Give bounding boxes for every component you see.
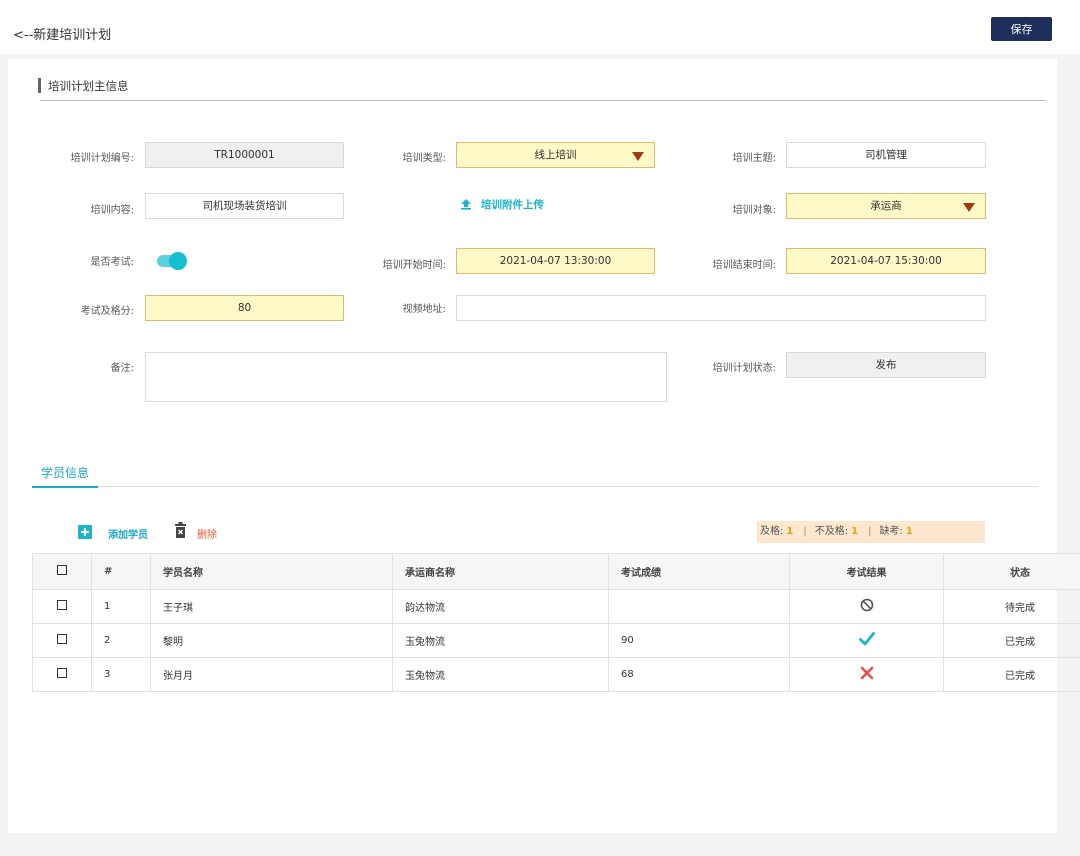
delete-button[interactable]: 删除 (197, 530, 217, 541)
row-checkbox[interactable] (57, 600, 67, 610)
pass-count-label: 及格: (760, 526, 784, 537)
training-topic-input[interactable]: 司机管理 (786, 142, 986, 168)
training-target-label: 培训对象: (732, 205, 776, 216)
col-header-no: # (91, 553, 151, 590)
exam-score (608, 589, 790, 624)
tab-divider (32, 486, 1038, 487)
exam-score: 68 (608, 657, 790, 692)
trash-icon[interactable] (174, 522, 187, 538)
row-no: 1 (91, 589, 151, 624)
remark-label: 备注: (110, 363, 134, 374)
training-type-select[interactable]: 线上培训 (456, 142, 655, 168)
upload-icon (461, 199, 471, 210)
row-checkbox[interactable] (57, 634, 67, 644)
main-card (8, 59, 1057, 833)
training-target-value: 承运商 (870, 200, 902, 212)
plan-status-field: 发布 (786, 352, 986, 378)
exam-result (789, 623, 944, 658)
plan-no-label: 培训计划编号: (70, 153, 134, 164)
col-header-name: 学员名称 (150, 553, 393, 590)
video-url-label: 视频地址: (402, 304, 446, 315)
start-time-label: 培训开始时间: (382, 260, 446, 271)
student-name: 王子琪 (150, 589, 393, 624)
row-no: 3 (91, 657, 151, 692)
remark-textarea[interactable] (145, 352, 667, 402)
row-status: 已完成 (943, 623, 1080, 658)
row-no: 2 (91, 623, 151, 658)
training-content-input[interactable]: 司机现场装货培训 (145, 193, 344, 219)
section-marker (38, 78, 41, 93)
student-name: 张月月 (150, 657, 393, 692)
col-header-carrier: 承运商名称 (392, 553, 609, 590)
absent-count: 1 (905, 526, 913, 537)
back-page-title[interactable]: <--新建培训计划 (13, 28, 112, 43)
add-icon[interactable] (78, 525, 92, 539)
exam-toggle-label: 是否考试: (90, 257, 134, 268)
student-name: 黎明 (150, 623, 393, 658)
fail-count: 1 (851, 526, 859, 537)
exam-score: 90 (608, 623, 790, 658)
exam-stats-bar: 及格: 1 | 不及格: 1 | 缺考: 1 (757, 521, 985, 543)
training-type-value: 线上培训 (534, 149, 577, 161)
table-header-row: # 学员名称 承运商名称 考试成绩 考试结果 状态 (32, 553, 1080, 590)
carrier-name: 韵达物流 (392, 589, 609, 624)
student-table: # 学员名称 承运商名称 考试成绩 考试结果 状态 1 王子琪 韵达物流 待完成 (32, 553, 1080, 692)
start-time-input[interactable]: 2021-04-07 13:30:00 (456, 248, 655, 274)
select-all-checkbox[interactable] (57, 565, 67, 575)
top-bar: <--新建培训计划 保存 (0, 0, 1080, 54)
end-time-input[interactable]: 2021-04-07 15:30:00 (786, 248, 986, 274)
row-status: 已完成 (943, 657, 1080, 692)
training-content-label: 培训内容: (90, 205, 134, 216)
not-taken-icon (860, 598, 873, 612)
dropdown-arrow-icon (632, 152, 644, 161)
table-row[interactable]: 3 张月月 玉兔物流 68 已完成 (32, 657, 1080, 692)
add-student-button[interactable]: 添加学员 (108, 530, 148, 541)
carrier-name: 玉兔物流 (392, 623, 609, 658)
end-time-label: 培训结束时间: (712, 260, 776, 271)
exam-toggle[interactable] (157, 252, 188, 270)
pass-score-label: 考试及格分: (80, 306, 134, 317)
row-checkbox[interactable] (57, 668, 67, 678)
table-row[interactable]: 2 黎明 玉兔物流 90 已完成 (32, 623, 1080, 658)
training-topic-label: 培训主题: (732, 153, 776, 164)
dropdown-arrow-icon (963, 203, 975, 212)
pass-score-input[interactable]: 80 (145, 295, 344, 321)
upload-label: 培训附件上传 (481, 199, 544, 211)
training-type-label: 培训类型: (402, 153, 446, 164)
tab-active-underline (32, 486, 98, 488)
toggle-knob (169, 252, 187, 270)
row-status: 待完成 (943, 589, 1080, 624)
absent-count-label: 缺考: (879, 526, 903, 537)
training-target-select[interactable]: 承运商 (786, 193, 986, 219)
plan-status-label: 培训计划状态: (712, 363, 776, 374)
tab-student-info[interactable]: 学员信息 (40, 466, 89, 480)
fail-count-label: 不及格: (814, 526, 849, 537)
col-header-status: 状态 (943, 553, 1080, 590)
carrier-name: 玉兔物流 (392, 657, 609, 692)
exam-result (789, 589, 944, 624)
col-header-score: 考试成绩 (608, 553, 790, 590)
cross-icon (860, 666, 873, 680)
section-divider (40, 100, 1046, 101)
video-url-input[interactable] (456, 295, 986, 321)
select-all-cell[interactable] (32, 553, 92, 590)
section-title: 培训计划主信息 (48, 79, 129, 93)
exam-result (789, 657, 944, 692)
plan-no-field: TR1000001 (145, 142, 344, 168)
table-row[interactable]: 1 王子琪 韵达物流 待完成 (32, 589, 1080, 624)
col-header-result: 考试结果 (789, 553, 944, 590)
pass-count: 1 (786, 526, 794, 537)
check-icon (858, 632, 875, 646)
upload-attachment-button[interactable]: 培训附件上传 (459, 197, 544, 212)
save-button[interactable]: 保存 (991, 17, 1052, 41)
